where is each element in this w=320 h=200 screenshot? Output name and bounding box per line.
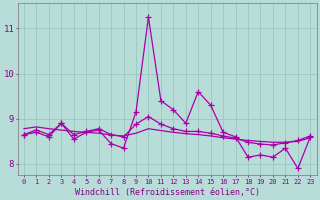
X-axis label: Windchill (Refroidissement éolien,°C): Windchill (Refroidissement éolien,°C) xyxy=(75,188,260,197)
